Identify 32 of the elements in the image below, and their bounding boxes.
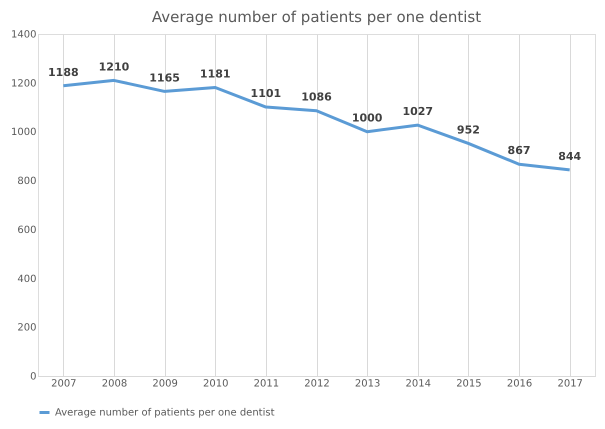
y-tick-label: 1000	[11, 127, 36, 138]
y-tick-label: 400	[17, 274, 36, 285]
y-tick-label: 1200	[11, 78, 36, 90]
x-tick-label: 2016	[506, 378, 532, 390]
x-tick-label: 2013	[354, 378, 380, 390]
chart-title: Average number of patients per one dentist	[152, 8, 482, 26]
x-tick-label: 2017	[557, 378, 583, 390]
data-label: 1000	[352, 112, 383, 125]
y-tick-label: 800	[17, 176, 36, 188]
x-tick-label: 2015	[456, 378, 482, 390]
data-label: 1101	[250, 87, 282, 100]
data-label: 844	[558, 150, 582, 163]
legend-label: Average number of patients per one dentist	[55, 408, 275, 418]
data-label: 1165	[149, 71, 180, 84]
data-label: 952	[456, 123, 480, 136]
data-label: 1086	[301, 90, 332, 104]
x-tick-label: 2009	[152, 378, 178, 390]
data-label: 1188	[48, 66, 79, 79]
y-tick-label: 200	[17, 322, 36, 334]
x-tick-label: 2008	[102, 378, 128, 390]
x-tick-label: 2010	[203, 378, 228, 390]
x-tick-label: 2007	[51, 378, 77, 390]
data-label: 1027	[402, 105, 434, 118]
data-label: 1181	[200, 68, 231, 80]
x-tick-label: 2012	[304, 378, 330, 390]
x-tick-label: 2014	[406, 378, 431, 390]
y-tick-label: 1400	[11, 30, 36, 40]
data-label: 867	[508, 144, 531, 158]
x-tick-label: 2011	[254, 378, 280, 390]
data-label: 1210	[98, 60, 130, 74]
y-tick-label: 600	[17, 224, 36, 236]
y-tick-label: 0	[30, 372, 36, 382]
